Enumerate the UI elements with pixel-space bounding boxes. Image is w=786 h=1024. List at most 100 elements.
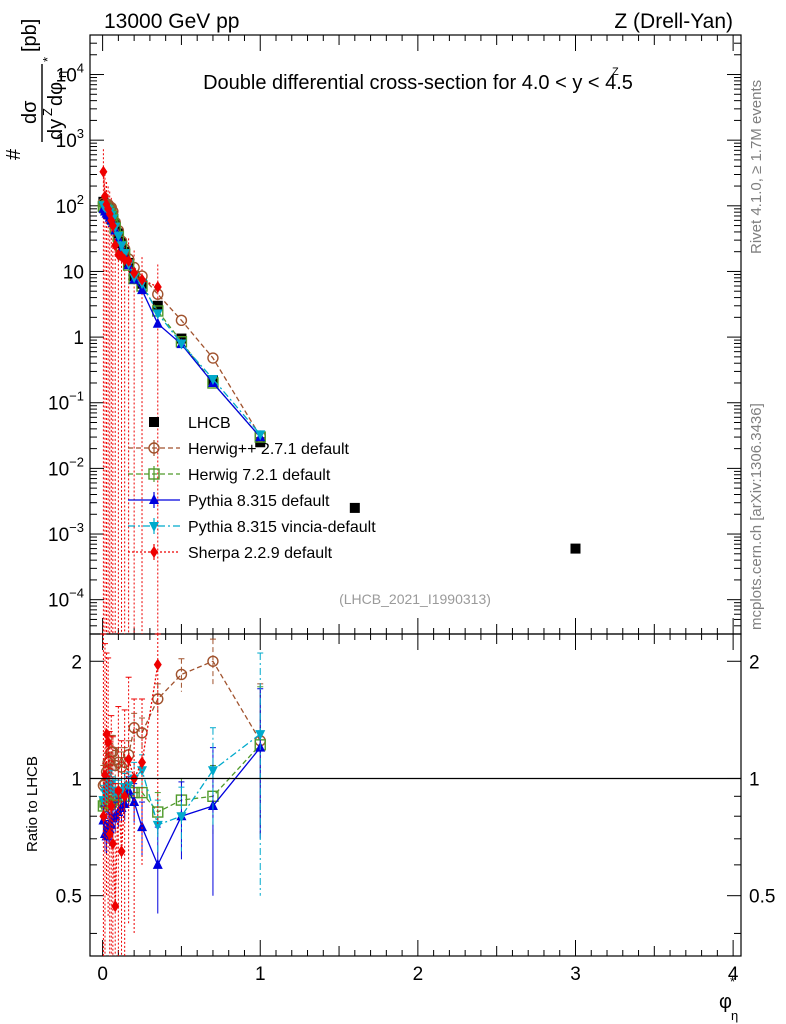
lhcb-point (349, 502, 360, 513)
y-tick-label: 10−4 (48, 586, 84, 612)
sherpa-2-2-9-default-ratio-point (108, 837, 117, 850)
sherpa-2-2-9-default-ratio-point (104, 736, 113, 749)
chart-title: Double differential cross-section for 4.… (203, 72, 633, 94)
pythia-8-315-vincia-default-ratio-point (176, 812, 187, 823)
y-tick-label: 102 (56, 192, 84, 218)
herwig-2-7-1-default-ratio-point (207, 655, 219, 667)
herwig-7-2-1-default-legend-marker (148, 468, 160, 480)
ratio-y-tick-label: 2 (71, 652, 82, 673)
y-label-denominator-sub: η (54, 71, 69, 78)
sherpa-2-2-9-default-point (138, 273, 147, 286)
y-label-prefix: # (3, 148, 25, 160)
x-axis-label: φ * η (719, 974, 738, 1023)
sherpa-2-2-9-default-ratio-point (99, 810, 108, 823)
pythia-8-315-default-ratio-point (137, 821, 148, 832)
ratio-y-tick-label: 0.5 (56, 887, 82, 908)
x-label-main: φ (719, 991, 732, 1013)
ratio-y-tick-label: 1 (71, 769, 82, 790)
x-label-sup: * (730, 974, 735, 989)
ratio-y-tick-label-right: 0.5 (749, 887, 775, 908)
pythia-8-315-default-point (152, 317, 163, 328)
sherpa-2-2-9-default-point (99, 165, 108, 178)
pythia-8-315-vincia-default-ratio-point (152, 820, 163, 831)
pythia-8-315-default-ratio-point (152, 858, 163, 869)
y-tick-label: 103 (56, 126, 84, 152)
sherpa-2-2-9-default-ratio-point (153, 658, 162, 671)
pythia-8-315-vincia-default-legend-label: Pythia 8.315 vincia-default (188, 519, 376, 536)
x-tick-label: 1 (255, 964, 266, 985)
pythia-8-315-default-legend-marker (149, 494, 159, 504)
herwig-2-7-1-default-legend-label: Herwig++ 2.7.1 default (188, 441, 350, 458)
y-tick-label: 10 (63, 262, 84, 283)
y-label-denominator: dy (45, 119, 67, 140)
sherpa-2-2-9-default-ratio-point (107, 799, 116, 812)
ratio-y-tick-label-right: 2 (749, 652, 760, 673)
sherpa-2-2-9-default-ratio-point (105, 828, 114, 841)
sherpa-2-2-9-default-ratio-point (114, 784, 123, 797)
lhcb-legend-marker (149, 417, 159, 427)
herwig-7-2-1-default-legend-label: Herwig 7.2.1 default (188, 467, 331, 484)
y-tick-label: 10−3 (48, 520, 84, 546)
x-tick-label: 2 (413, 964, 424, 985)
sherpa-2-2-9-default-ratio-point (138, 756, 147, 769)
y-tick-label: 1 (73, 328, 84, 349)
x-axis: 0 1 2 3 4 (97, 35, 739, 985)
y-label-denominator-sup: Z (40, 108, 55, 116)
sherpa-2-2-9-default-line (102, 171, 159, 288)
pythia-8-315-vincia-default-point (207, 374, 218, 385)
main-series-layer (97, 149, 581, 634)
sherpa-2-2-9-default-ratio-point (124, 753, 133, 766)
analysis-tag: (LHCB_2021_I1990313) (339, 591, 491, 607)
y-label-denominator-tail: dφ (45, 82, 67, 106)
pythia-8-315-default-ratio-point (129, 796, 140, 807)
pythia-8-315-default-legend-label: Pythia 8.315 default (188, 493, 330, 510)
y-label-numerator: dσ (19, 100, 41, 124)
rivet-version-label: Rivet 4.1.0, ≥ 1.7M events (748, 80, 765, 254)
y-tick-label: 10−2 (48, 454, 84, 480)
sherpa-2-2-9-default-legend-marker (150, 546, 158, 558)
ratio-y-tick-label-right: 1 (749, 769, 760, 790)
ratio-plot-frame (89, 633, 742, 957)
ratio-y-axis: 2 2 1 1 0.5 0.5 (56, 652, 775, 934)
mcplots-label: mcplots.cern.ch [arXiv:1306.3436] (748, 403, 765, 630)
header-left: 13000 GeV pp (104, 10, 239, 33)
sherpa-2-2-9-default-legend-label: Sherpa 2.2.9 default (188, 545, 333, 562)
x-tick-label: 0 (97, 964, 108, 985)
chart-title-decoration: Z (612, 66, 619, 78)
sherpa-2-2-9-default-point (108, 219, 117, 232)
sherpa-2-2-9-default-point (111, 239, 120, 252)
pythia-8-315-vincia-default-ratio-point (207, 766, 218, 777)
header-right: Z (Drell-Yan) (614, 10, 733, 33)
pythia-8-315-vincia-default-legend-marker (149, 522, 159, 532)
pythia-8-315-vincia-default-point (113, 231, 124, 242)
x-tick-label: 3 (570, 964, 581, 985)
ratio-series-layer (97, 633, 266, 956)
x-label-sub: η (731, 1008, 738, 1023)
herwig-2-7-1-default-point (175, 314, 188, 327)
sherpa-2-2-9-default-ratio-point (117, 845, 126, 858)
y-label-unit: [pb] (19, 19, 41, 52)
lhcb-point (570, 543, 581, 554)
sherpa-2-2-9-default-ratio-point (120, 790, 129, 803)
legend: LHCB Herwig++ 2.7.1 default Herwig 7.2.1 d… (128, 415, 376, 562)
sherpa-2-2-9-default-point (124, 254, 133, 267)
herwig-2-7-1-default-point (207, 352, 219, 364)
sherpa-2-2-9-default-ratio-point (111, 900, 120, 913)
herwig-2-7-1-default-ratio-point (175, 668, 188, 681)
pythia-8-315-vincia-default-point (255, 430, 266, 441)
pythia-8-315-vincia-default-point (152, 309, 163, 320)
lhcb-legend-label: LHCB (188, 415, 231, 432)
y-tick-label: 104 (56, 61, 84, 87)
pythia-8-315-vincia-default-ratio-point (98, 796, 109, 807)
sherpa-2-2-9-default-point (153, 280, 162, 293)
main-y-axis-label: # dσ dy Z dφ η * [pb] (3, 19, 69, 160)
pythia-8-315-vincia-default-point (176, 339, 187, 350)
sherpa-2-2-9-default-point (130, 266, 139, 279)
pythia-8-315-vincia-default-point (116, 241, 127, 252)
x-tick-label: 4 (728, 964, 739, 985)
y-label-star: * (40, 57, 55, 62)
pythia-8-315-vincia-default-ratio-point (255, 730, 266, 741)
herwig-2-7-1-default-line (102, 202, 261, 437)
